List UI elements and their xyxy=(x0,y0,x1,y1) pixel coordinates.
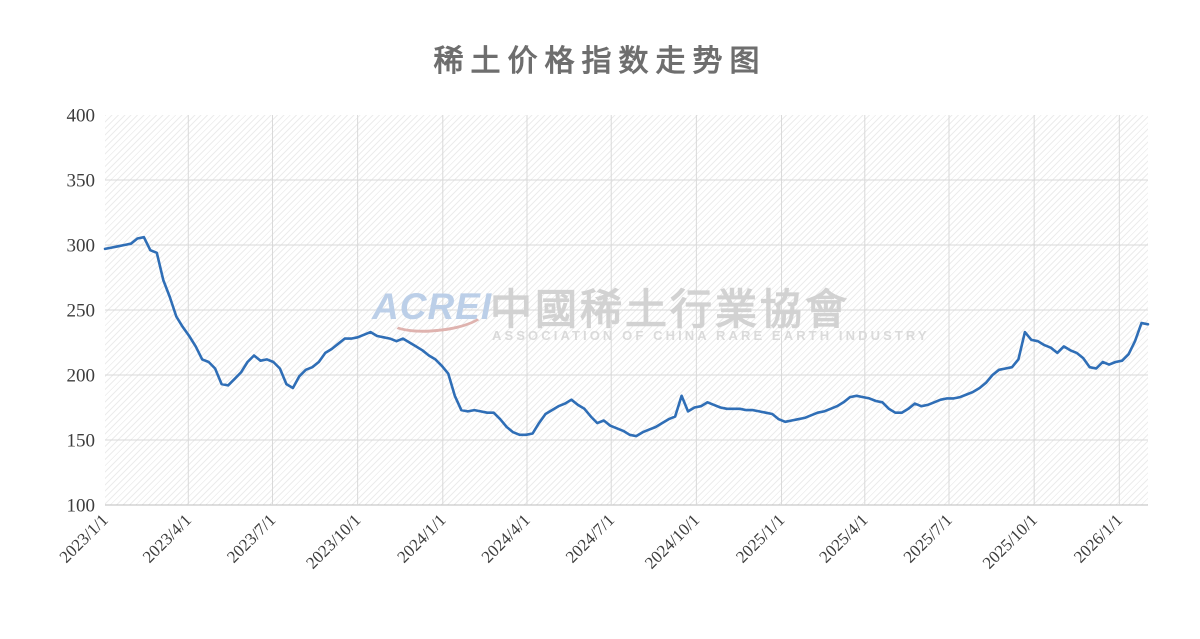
y-tick-label: 150 xyxy=(67,431,96,452)
x-tick-label: 2024/7/1 xyxy=(562,510,618,566)
y-tick-label: 300 xyxy=(67,236,96,257)
x-tick-label: 2023/1/1 xyxy=(56,510,112,566)
chart-title: 稀土价格指数走势图 xyxy=(433,45,767,78)
x-tick-label: 2023/7/1 xyxy=(223,510,279,566)
y-tick-label: 400 xyxy=(67,106,96,127)
x-tick-label: 2026/1/1 xyxy=(1070,510,1126,566)
x-tick-label: 2025/1/1 xyxy=(732,510,788,566)
x-tick-label: 2023/4/1 xyxy=(139,510,195,566)
x-tick-label: 2025/10/1 xyxy=(979,510,1041,572)
x-tick-label: 2025/4/1 xyxy=(815,510,871,566)
x-tick-label: 2023/10/1 xyxy=(302,510,364,572)
x-tick-label: 2024/4/1 xyxy=(478,510,534,566)
x-tick-label: 2024/10/1 xyxy=(641,510,703,572)
watermark: ACREI 中國稀土行業協會 ASSOCIATION OF CHINA RARE… xyxy=(372,282,927,352)
watermark-english-name: ASSOCIATION OF CHINA RARE EARTH INDUSTRY xyxy=(492,328,930,343)
y-tick-label: 250 xyxy=(67,301,96,322)
y-tick-label: 350 xyxy=(67,171,96,192)
x-tick-label: 2024/1/1 xyxy=(393,510,449,566)
y-tick-label: 100 xyxy=(67,496,96,517)
y-tick-label: 200 xyxy=(67,366,96,387)
x-tick-label: 2025/7/1 xyxy=(900,510,956,566)
